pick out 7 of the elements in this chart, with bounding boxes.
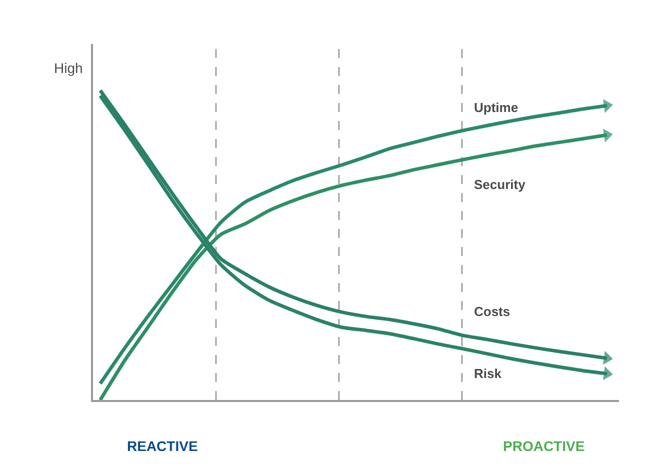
series-label: Costs: [474, 304, 510, 319]
series-label: Security: [474, 177, 526, 192]
text: REACTIVE: [127, 438, 198, 454]
y-axis-title: High: [54, 60, 83, 76]
text: PROACTIVE: [503, 438, 585, 454]
series-label: Uptime: [474, 100, 518, 115]
series-label: Risk: [474, 366, 502, 381]
